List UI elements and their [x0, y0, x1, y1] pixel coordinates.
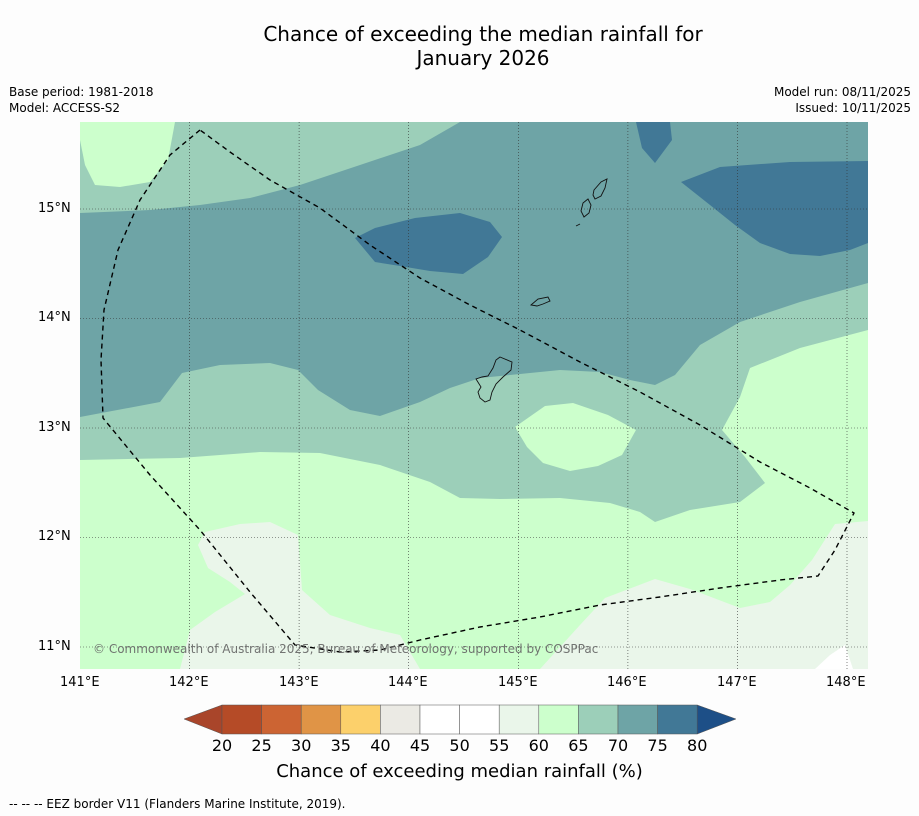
colorbar-swatch-50-55 — [459, 704, 500, 735]
colorbar-swatch-75-80 — [657, 704, 698, 735]
lat-tick-label: 14°N — [38, 310, 71, 325]
colorbar-swatch-20-25 — [221, 704, 262, 735]
colorbar-tick-label: 30 — [291, 736, 312, 755]
issued-date: Issued: 10/11/2025 — [795, 101, 911, 115]
island-guam — [475, 356, 513, 403]
contour-75-80-north — [636, 122, 672, 163]
copyright-notice: © Commonwealth of Australia 2025, Bureau… — [93, 642, 599, 656]
colorbar-tick-label: 40 — [370, 736, 391, 755]
meta-right: Model run: 08/11/2025 Issued: 10/11/2025 — [774, 84, 911, 116]
lon-tick-label: 145°E — [498, 675, 538, 690]
colorbar-swatch-30-35 — [300, 704, 342, 735]
island-tinian — [580, 198, 592, 218]
lon-tick-label: 146°E — [607, 675, 647, 690]
colorbar-swatch-60-65 — [538, 704, 579, 735]
meta-left: Base period: 1981-2018 Model: ACCESS-S2 — [9, 84, 154, 116]
lon-tick-label: 142°E — [169, 675, 209, 690]
eez-legend-note: -- -- -- EEZ border V11 (Flanders Marine… — [9, 797, 346, 811]
island-rota — [529, 296, 551, 307]
colorbar-tick-label: 35 — [330, 736, 351, 755]
colorbar-swatch-25-30 — [261, 704, 302, 735]
colorbar-tick-label: 45 — [409, 736, 431, 755]
colorbar-tick-label: 25 — [251, 736, 272, 755]
title-line-1: Chance of exceeding the median rainfall … — [263, 22, 703, 46]
gridlines — [80, 122, 868, 669]
model-name: Model: ACCESS-S2 — [9, 101, 121, 115]
contour-75-80-central — [355, 213, 502, 274]
contour-50-55-corner — [815, 645, 853, 669]
lat-tick-label: 13°N — [38, 420, 71, 435]
lon-tick-label: 148°E — [826, 675, 866, 690]
lat-tick-label: 12°N — [38, 529, 71, 544]
chart-title: Chance of exceeding the median rainfall … — [0, 22, 919, 70]
lat-tick-label: 11°N — [38, 639, 71, 654]
colorbar-tick-label: 60 — [528, 736, 549, 755]
eez-border — [100, 129, 855, 653]
contour-65-70-north — [80, 122, 460, 213]
model-run: Model run: 08/11/2025 — [773, 85, 911, 99]
colorbar-swatch-40-45 — [380, 704, 421, 735]
colorbar-tick-label: 20 — [211, 736, 233, 755]
colorbar — [183, 704, 737, 735]
colorbar-swatch-65-70 — [578, 704, 619, 735]
lon-tick-label: 147°E — [717, 675, 757, 690]
colorbar-swatch-low-extend — [183, 704, 223, 735]
contour-55-60-southeast — [540, 521, 868, 669]
island-saipan — [592, 178, 608, 200]
colorbar-tick-label: 75 — [647, 736, 668, 755]
title-line-2: January 2026 — [416, 46, 550, 70]
colorbar-swatch-45-50 — [419, 704, 460, 735]
colorbar-tick-label: 65 — [568, 736, 589, 755]
contour-60-65-pocket — [515, 403, 636, 471]
lon-tick-label: 144°E — [388, 675, 428, 690]
colorbar-swatch-high-extend — [696, 704, 737, 735]
lat-tick-label: 15°N — [38, 201, 71, 216]
colorbar-swatch-35-40 — [340, 704, 381, 735]
base-period: Base period: 1981-2018 — [9, 85, 154, 99]
lon-tick-label: 141°E — [60, 675, 100, 690]
colorbar-tick-label: 80 — [687, 736, 708, 755]
lon-tick-label: 143°E — [279, 675, 319, 690]
contour-55-60-southwest — [180, 522, 420, 669]
colorbar-tick-label: 70 — [607, 736, 629, 755]
probability-contours — [80, 122, 868, 669]
contour-75-80-northeast — [681, 161, 868, 256]
island-aguijan — [575, 223, 581, 227]
colorbar-swatch-55-60 — [498, 704, 540, 735]
colorbar-swatch-70-75 — [617, 704, 658, 735]
colorbar-tick-label: 50 — [449, 736, 470, 755]
contour-60-65-northwest — [80, 122, 175, 187]
colorbar-label: Chance of exceeding median rainfall (%) — [276, 761, 643, 782]
islands — [475, 178, 608, 403]
colorbar-tick-label: 55 — [489, 736, 510, 755]
